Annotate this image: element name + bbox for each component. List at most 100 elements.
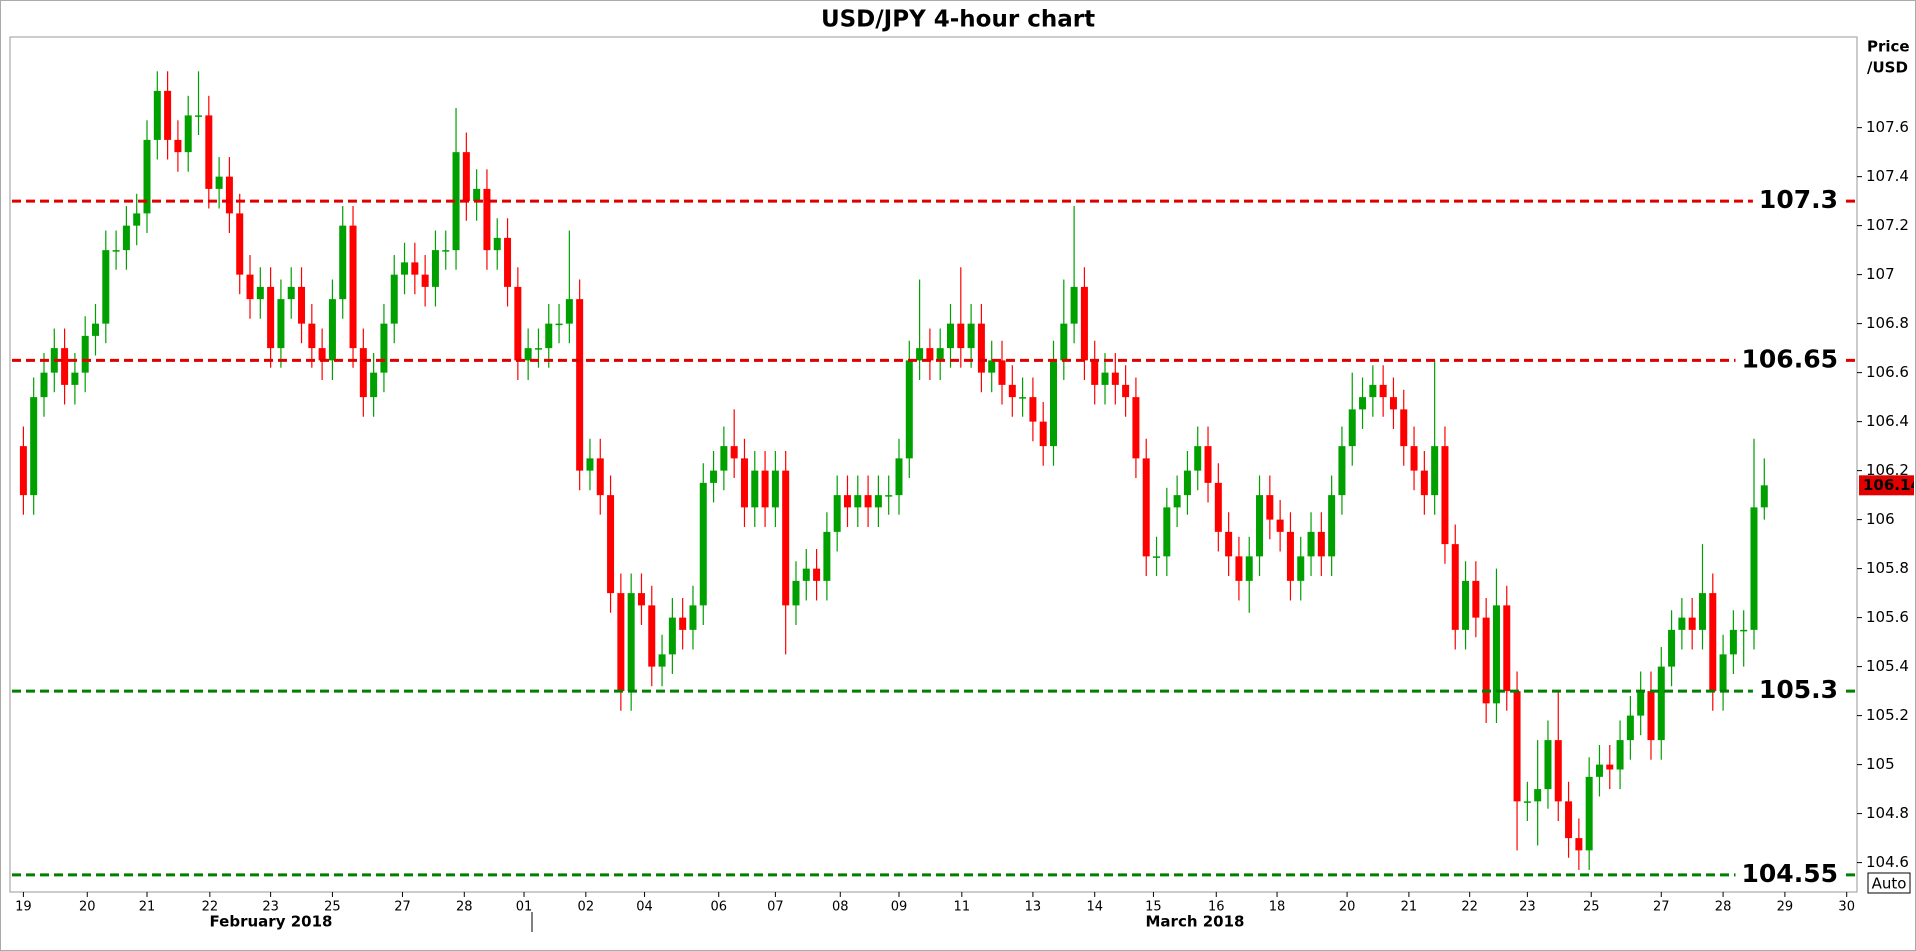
candle-body — [1266, 495, 1274, 520]
candle-body — [1328, 495, 1336, 557]
candle-body — [195, 115, 203, 117]
candle-body — [112, 250, 120, 252]
candle-body — [1029, 397, 1037, 422]
candle-body — [658, 654, 666, 667]
candle-body — [1286, 531, 1294, 581]
candle-body — [699, 482, 707, 606]
x-tick-label: 01 — [516, 900, 533, 915]
candle-body — [1256, 495, 1264, 557]
candle-body — [607, 495, 615, 594]
candle-body — [1245, 556, 1253, 581]
candle-body — [1070, 286, 1078, 324]
candle-body — [442, 250, 450, 252]
candle-body — [864, 495, 872, 508]
candle-body — [534, 348, 542, 350]
month-label: February 2018 — [210, 913, 333, 931]
candle-body — [1348, 409, 1356, 447]
candle-body — [1338, 446, 1346, 496]
candle-body — [648, 605, 656, 667]
candle-body — [1225, 531, 1233, 557]
x-tick-label: 02 — [578, 900, 595, 915]
x-tick-label: 22 — [1461, 900, 1478, 915]
candle-body — [1379, 384, 1387, 398]
last-price-box — [1859, 475, 1914, 496]
candle-body — [1276, 519, 1284, 532]
candle-body — [1214, 482, 1222, 532]
auto-button[interactable]: Auto — [1867, 872, 1911, 894]
candle-body — [885, 495, 893, 497]
candle-body — [1410, 446, 1418, 471]
candle-body — [349, 225, 357, 349]
candle-body — [122, 225, 130, 251]
candle-body — [1544, 740, 1552, 790]
candle-body — [1173, 495, 1181, 508]
candle-body — [843, 495, 851, 508]
button-label[interactable]: Auto — [1872, 875, 1907, 893]
candle-body — [1523, 801, 1531, 803]
candle-body — [998, 360, 1006, 385]
candle-body — [1668, 629, 1676, 667]
x-tick-label: 22 — [202, 900, 219, 915]
candle-body — [215, 176, 223, 189]
candle-body — [277, 299, 285, 349]
y-tick-label: 104.6 — [1866, 853, 1909, 871]
candle-body — [1317, 531, 1325, 557]
x-tick-label: 25 — [324, 900, 341, 915]
level-label: 104.55 — [1742, 859, 1838, 888]
y-tick-label: 107.2 — [1866, 216, 1909, 234]
candle-body — [1122, 384, 1130, 398]
x-tick-label: 23 — [1519, 900, 1536, 915]
candle-body — [164, 90, 172, 140]
candle-body — [1400, 409, 1408, 447]
candle-body — [298, 286, 306, 324]
candle-body — [854, 495, 862, 508]
candle-body — [370, 372, 378, 398]
candle-body — [1091, 360, 1099, 385]
x-tick-label: 18 — [1269, 900, 1286, 915]
x-tick-label: 20 — [79, 900, 96, 915]
candle-body — [679, 617, 687, 630]
candle-body — [1565, 801, 1573, 839]
candle-body — [133, 213, 141, 226]
candle-body — [802, 568, 810, 581]
candle-body — [874, 495, 882, 508]
button-frame[interactable] — [1867, 872, 1911, 894]
y-tick-label: 105.4 — [1866, 657, 1909, 675]
plot-area — [9, 36, 1858, 893]
candle-body — [720, 446, 728, 471]
candle-body — [761, 470, 769, 508]
candle-body — [1719, 654, 1727, 692]
candle-body — [246, 274, 254, 300]
candle-body — [1729, 629, 1737, 655]
x-tick-label: 28 — [1715, 900, 1732, 915]
candle-body — [1616, 740, 1624, 770]
candle-body — [1513, 691, 1521, 802]
candle-body — [565, 299, 573, 324]
candle-body — [504, 237, 512, 287]
candle-body — [1389, 397, 1397, 410]
candle-body — [1039, 421, 1047, 447]
candle-body — [380, 323, 388, 373]
candle-body — [977, 323, 985, 373]
x-tick-label: 14 — [1086, 900, 1103, 915]
chart-title: USD/JPY 4-hour chart — [821, 7, 1095, 33]
candle-body — [267, 286, 275, 349]
x-tick-label: 27 — [394, 900, 411, 915]
candle-body — [1554, 740, 1562, 802]
x-tick-label: 25 — [1583, 900, 1600, 915]
candle-body — [1534, 789, 1542, 802]
candle-body — [957, 323, 965, 349]
candle-body — [617, 593, 625, 692]
x-tick-label: 15 — [1145, 900, 1162, 915]
candle-body — [421, 274, 429, 287]
candle-body — [1060, 323, 1068, 361]
candle-body — [936, 348, 944, 361]
candle-body — [431, 250, 439, 287]
x-tick-label: 09 — [891, 900, 908, 915]
candle-body — [256, 286, 264, 300]
y-tick-label: 105 — [1866, 755, 1895, 773]
candle-body — [184, 115, 192, 153]
candle-body — [926, 348, 934, 361]
candle-body — [483, 188, 491, 251]
candle-body — [576, 299, 584, 471]
